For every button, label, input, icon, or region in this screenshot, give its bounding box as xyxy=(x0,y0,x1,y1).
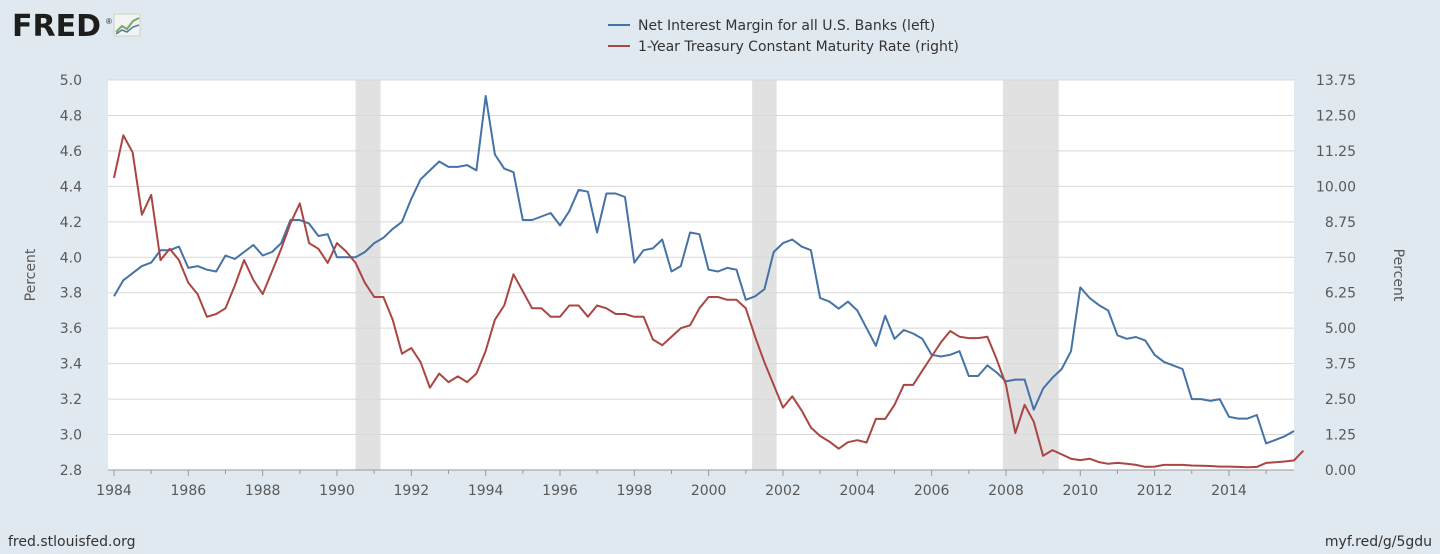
grid xyxy=(108,79,1294,471)
legend-item-treasury[interactable]: 1-Year Treasury Constant Maturity Rate (… xyxy=(608,39,959,55)
y-axis-right-title: Percent xyxy=(1390,249,1406,302)
recession-band-1 xyxy=(752,80,777,470)
x-tick-label: 1990 xyxy=(319,483,355,499)
y-right-tick-label: 13.75 xyxy=(1316,73,1356,89)
y-right-tick-label: 0.00 xyxy=(1325,463,1356,479)
x-tick-label: 1984 xyxy=(96,483,132,499)
y-right-tick-label: 8.75 xyxy=(1325,215,1356,231)
series-lines xyxy=(113,95,1305,469)
x-tick-label: 1986 xyxy=(171,483,207,499)
y-right-tick-label: 12.50 xyxy=(1316,108,1356,124)
x-tick-label: 1996 xyxy=(542,483,578,499)
y-left-tick-label: 2.8 xyxy=(60,463,82,479)
footer-short-link[interactable]: myf.red/g/5gdu xyxy=(1324,534,1432,550)
y-right-tick-label: 11.25 xyxy=(1316,144,1356,160)
y-axis-left-title: Percent xyxy=(23,248,39,301)
y-left-tick-label: 3.6 xyxy=(60,321,82,337)
x-tick-label: 2012 xyxy=(1137,483,1173,499)
x-tick-label: 2008 xyxy=(988,483,1024,499)
footer-source-link[interactable]: fred.stlouisfed.org xyxy=(8,534,136,550)
y-left-tick-label: 3.2 xyxy=(60,392,82,408)
series-line-treasury-rate xyxy=(113,134,1305,469)
recession-shading xyxy=(355,80,1059,470)
legend: Net Interest Margin for all U.S. Banks (… xyxy=(608,18,959,55)
legend-item-nim[interactable]: Net Interest Margin for all U.S. Banks (… xyxy=(608,18,935,34)
x-tick-label: 2014 xyxy=(1211,483,1247,499)
y-right-tick-label: 1.25 xyxy=(1325,428,1356,444)
y-left-tick-label: 4.8 xyxy=(60,108,82,124)
recession-band-0 xyxy=(355,80,381,470)
y-left-tick-label: 4.4 xyxy=(60,179,82,195)
y-left-tick-label: 5.0 xyxy=(60,73,82,89)
y-left-tick-label: 3.0 xyxy=(60,428,82,444)
y-left-tick-label: 4.6 xyxy=(60,144,82,160)
y-right-tick-label: 10.00 xyxy=(1316,179,1356,195)
x-tick-label: 2002 xyxy=(765,483,801,499)
y-left-tick-label: 4.0 xyxy=(60,250,82,266)
y-right-tick-label: 2.50 xyxy=(1325,392,1356,408)
x-tick-label: 2000 xyxy=(691,483,727,499)
y-left-tick-label: 3.8 xyxy=(60,286,82,302)
x-tick-label: 2010 xyxy=(1062,483,1098,499)
y-left-tick-label: 3.4 xyxy=(60,357,82,373)
y-right-tick-label: 6.25 xyxy=(1325,286,1356,302)
x-tick-label: 1988 xyxy=(245,483,281,499)
series-line-net-interest-margin xyxy=(113,95,1295,445)
fred-logo-trademark: ® xyxy=(106,17,112,26)
y-axis-left: 2.8 3.0 3.2 3.4 3.6 3.8 4.0 4.2 4.4 4.6 4.8 5.0 xyxy=(60,73,82,479)
legend-label-nim: Net Interest Margin for all U.S. Banks (… xyxy=(638,18,935,34)
x-tick-label: 2006 xyxy=(914,483,950,499)
fred-logo[interactable]: FRED ® xyxy=(12,9,141,44)
fred-logo-text: FRED xyxy=(12,9,101,44)
x-tick-label: 1992 xyxy=(394,483,430,499)
recession-band-2 xyxy=(1002,80,1059,470)
legend-label-treasury: 1-Year Treasury Constant Maturity Rate (… xyxy=(638,39,959,55)
y-right-tick-label: 7.50 xyxy=(1325,250,1356,266)
x-tick-label: 2004 xyxy=(839,483,875,499)
x-tick-label: 1998 xyxy=(616,483,652,499)
fred-graph-icon xyxy=(113,13,141,37)
y-left-tick-label: 4.2 xyxy=(60,215,82,231)
plot-area xyxy=(108,80,1294,470)
x-tick-label: 1994 xyxy=(468,483,504,499)
x-axis: 1984 1986 1988 1990 1992 1994 1996 1998 2000 2002… xyxy=(96,469,1294,499)
y-right-tick-label: 5.00 xyxy=(1325,321,1356,337)
y-axis-right: 0.00 1.25 2.50 3.75 5.00 6.25 7.50 8.75 10.00 11.… xyxy=(1316,73,1356,479)
y-right-tick-label: 3.75 xyxy=(1325,357,1356,373)
